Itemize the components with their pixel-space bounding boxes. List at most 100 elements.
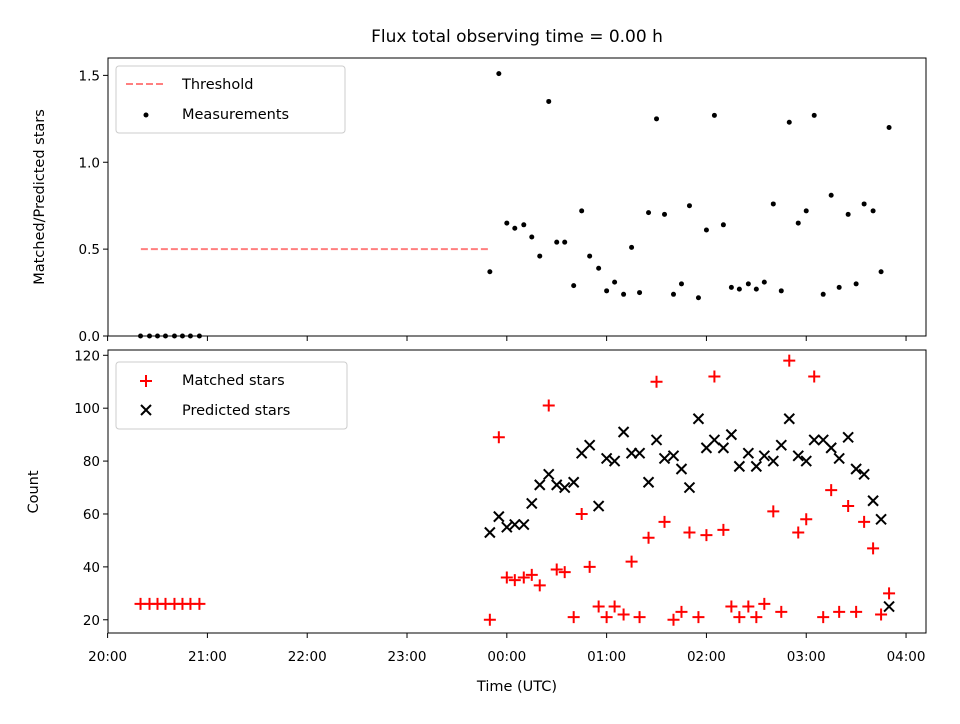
measurement-point <box>529 234 535 240</box>
matched-star-point <box>850 605 863 618</box>
legend-matched-swatch <box>140 375 152 387</box>
predicted-star-point <box>509 518 521 531</box>
measurement-point <box>695 295 701 301</box>
x-tick-label: 21:00 <box>188 649 227 665</box>
bottom-y-tick-label: 20 <box>83 613 100 629</box>
x-axis-label: Time (UTC) <box>476 679 557 695</box>
matched-star-point <box>767 505 780 518</box>
predicted-star-point <box>600 452 613 465</box>
matched-star-point <box>533 579 546 592</box>
matched-star-point <box>858 515 871 528</box>
measurement-point <box>803 208 809 214</box>
x-tick-label: 02:00 <box>687 649 726 665</box>
measurement-point <box>496 71 502 77</box>
predicted-star-point <box>534 479 546 491</box>
matched-star-point <box>717 523 730 536</box>
predicted-star-point <box>842 431 854 443</box>
bottom-y-axis-label: Count <box>26 470 42 513</box>
measurement-point <box>537 253 543 259</box>
matched-star-point <box>193 597 206 610</box>
legend-predicted-swatch <box>140 404 152 416</box>
predicted-star-point <box>675 463 688 475</box>
legend-threshold-label: Threshold <box>181 77 253 93</box>
bottom-legend: Matched stars Predicted stars <box>115 361 348 430</box>
predicted-star-point <box>717 442 730 454</box>
bottom-panel: Count Time (UTC) 20 40 60 80 100 120 20:00 21:… <box>26 348 927 695</box>
measurement-points <box>138 71 892 339</box>
measurement-point <box>736 286 742 292</box>
measurement-point <box>196 333 202 339</box>
matched-star-point <box>600 611 613 624</box>
predicted-star-point <box>493 510 505 523</box>
matched-stars-points <box>134 354 896 626</box>
matched-star-point <box>800 513 813 526</box>
matched-star-point <box>575 507 588 520</box>
measurement-point <box>521 222 527 228</box>
predicted-star-point <box>658 452 671 465</box>
predicted-star-point <box>633 447 646 459</box>
bottom-legend-box <box>115 361 348 430</box>
predicted-star-point <box>725 428 738 441</box>
measurement-point <box>811 112 817 118</box>
predicted-star-point <box>850 463 862 475</box>
matched-star-point <box>783 354 796 367</box>
measurement-point <box>162 333 168 339</box>
measurement-point <box>629 244 635 250</box>
measurement-point <box>853 281 859 287</box>
matched-star-point <box>517 571 530 584</box>
predicted-star-point <box>742 447 755 459</box>
predicted-star-point <box>617 426 630 438</box>
matched-star-point <box>658 515 671 528</box>
matched-star-point <box>483 613 496 626</box>
matched-star-point <box>592 600 605 613</box>
predicted-star-point <box>758 450 771 462</box>
bottom-y-tick-label: 80 <box>83 454 100 470</box>
matched-star-point <box>775 605 788 618</box>
measurement-point <box>487 269 493 275</box>
legend-matched-label: Matched stars <box>182 373 285 389</box>
measurement-point <box>778 288 784 294</box>
matched-star-point <box>792 526 805 539</box>
top-y-tick-label: 1.5 <box>79 68 100 84</box>
predicted-star-point <box>858 468 870 481</box>
measurement-point <box>654 116 660 122</box>
predicted-star-point <box>642 476 655 488</box>
predicted-star-point <box>883 600 895 613</box>
measurement-point <box>753 286 759 292</box>
measurement-point <box>678 281 684 287</box>
measurement-point <box>187 333 193 339</box>
matched-star-point <box>883 587 896 600</box>
predicted-star-point <box>808 434 820 446</box>
predicted-star-point <box>833 452 845 465</box>
matched-star-point <box>875 608 888 621</box>
matched-star-point <box>500 571 513 584</box>
bottom-y-tick-label: 40 <box>83 560 100 576</box>
predicted-star-point <box>583 439 596 451</box>
predicted-star-point <box>867 495 879 507</box>
measurement-point <box>828 192 834 198</box>
predicted-star-point <box>767 455 780 467</box>
predicted-stars-points <box>484 413 895 613</box>
matched-star-point <box>567 611 580 624</box>
predicted-star-point <box>775 439 787 451</box>
measurement-point <box>571 283 577 289</box>
measurement-point <box>795 220 801 226</box>
matched-star-point <box>733 611 746 624</box>
legend-measurements-label: Measurements <box>182 107 289 123</box>
matched-star-point <box>808 370 821 383</box>
predicted-star-point <box>750 460 763 473</box>
matched-star-point <box>750 611 763 624</box>
top-y-ticks: 0.0 0.5 1.0 1.5 <box>79 68 108 345</box>
measurement-point <box>861 201 867 207</box>
measurement-point <box>670 291 676 297</box>
matched-star-point <box>608 600 621 613</box>
top-x-ticks <box>107 336 907 341</box>
x-tick-label: 22:00 <box>288 649 327 665</box>
x-tick-label: 23:00 <box>388 649 427 665</box>
measurement-point <box>770 201 776 207</box>
matched-star-point <box>492 431 505 444</box>
matched-star-point <box>867 542 880 555</box>
predicted-star-point <box>708 434 721 446</box>
measurement-point <box>147 333 153 339</box>
predicted-star-point <box>608 455 621 467</box>
